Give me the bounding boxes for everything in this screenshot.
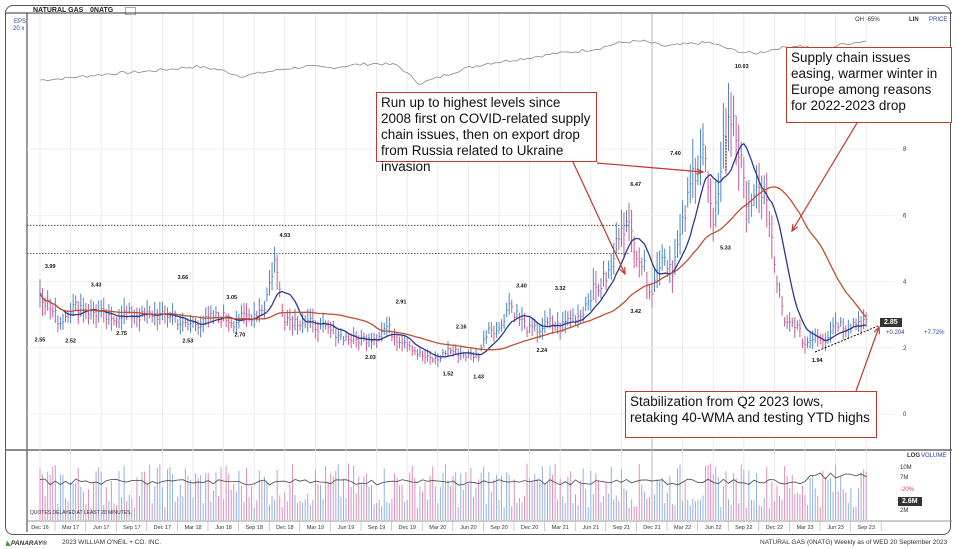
- price-extreme-label: 2.55: [35, 338, 46, 344]
- date-tick-label: Dec 17: [154, 525, 171, 531]
- annotation-arrow-russia-head: [696, 168, 705, 175]
- price-extreme-label: 2.75: [116, 331, 127, 337]
- price-extreme-label: 7.40: [670, 151, 681, 157]
- date-tick-label: Sep 23: [857, 525, 874, 531]
- scale-toggle[interactable]: LIN: [909, 17, 919, 23]
- price-extreme-label: 1.43: [473, 375, 484, 381]
- ma-40-week-line: [39, 186, 867, 351]
- price-extreme-label: 1.52: [443, 372, 454, 378]
- ma-10-week-line: [39, 142, 867, 358]
- volume-label: VOLUME: [921, 453, 947, 459]
- date-tick-label: Mar 17: [62, 525, 79, 531]
- trend-line: [814, 325, 879, 353]
- date-tick-label: Mar 22: [674, 525, 691, 531]
- date-tick-label: Mar 21: [552, 525, 569, 531]
- price-extreme-label: 3.40: [516, 283, 527, 289]
- eps-multiple: 20 x: [13, 26, 25, 32]
- price-extreme-label: 1.94: [812, 358, 824, 364]
- price-extreme-label: 5.33: [720, 246, 731, 252]
- annotation-arrow-stabilization-head: [873, 325, 880, 335]
- price-extreme-label: 3.66: [177, 275, 188, 281]
- date-tick-label: Mar 19: [307, 525, 324, 531]
- price-extreme-label: 2.53: [183, 338, 194, 344]
- date-tick-label: Dec 18: [276, 525, 293, 531]
- price-extreme-label: 2.24: [536, 348, 548, 354]
- flag-icon[interactable]: [125, 7, 136, 15]
- price-extreme-label: 2.91: [396, 300, 407, 306]
- price-extreme-label: 2.70: [235, 333, 246, 339]
- volume-average-line: [39, 472, 867, 486]
- date-tick-label: Sep 21: [613, 525, 630, 531]
- price-change: +0.204: [886, 330, 905, 336]
- date-tick-label: Dec 16: [31, 525, 48, 531]
- date-tick-label: Dec 19: [398, 525, 415, 531]
- panaray-logo: ◣PANARAY®: [6, 540, 47, 547]
- date-tick-label: Jun 21: [583, 525, 600, 531]
- annotation-arrow-covid-head: [619, 266, 626, 276]
- date-tick-label: Dec 22: [766, 525, 783, 531]
- price-extreme-label: 3.43: [91, 282, 102, 288]
- date-tick-label: Dec 21: [643, 525, 660, 531]
- eps-label: EPS: [14, 19, 27, 25]
- instrument-symbol: 0NATG: [90, 7, 114, 14]
- date-tick-label: Sep 18: [245, 525, 262, 531]
- annotation-arrow-covid: [572, 161, 626, 275]
- rs-label: OH -65%: [855, 17, 880, 23]
- annotation-arrow-drop: [791, 122, 858, 232]
- date-tick-label: Dec 20: [521, 525, 538, 531]
- price-extreme-label: 4.93: [279, 233, 290, 239]
- annotation-arrow-drop-head: [791, 223, 799, 233]
- last-price-tag: 2.85: [880, 318, 902, 327]
- price-tick-label: 2: [903, 346, 907, 352]
- price-tick-label: 8: [903, 147, 907, 153]
- annotation-arrow-russia: [596, 162, 704, 173]
- date-tick-label: Jun 23: [827, 525, 844, 531]
- chart-frame: [5, 5, 951, 535]
- date-tick-label: Jun 22: [705, 525, 722, 531]
- date-tick-label: Jun 17: [93, 525, 110, 531]
- date-tick-label: Mar 18: [184, 525, 201, 531]
- instrument-name: NATURAL GAS: [33, 7, 84, 14]
- date-tick-label: Sep 19: [368, 525, 385, 531]
- price-extreme-label: 3.32: [555, 286, 566, 292]
- date-tick-label: Mar 20: [429, 525, 446, 531]
- date-tick-label: Mar 23: [796, 525, 813, 531]
- price-extreme-label: 2.16: [456, 325, 467, 331]
- price-extreme-label: 6.47: [630, 182, 641, 188]
- date-tick-label: Sep 22: [735, 525, 752, 531]
- date-tick-label: Jun 20: [460, 525, 477, 531]
- quotes-delay-note: QUOTES DELAYED AT LEAST 20 MINUTES.: [30, 510, 132, 516]
- annotation-arrow-stabilization: [855, 326, 880, 392]
- volume-last-tag: 2.6M: [898, 497, 922, 506]
- date-tick-label: Jun 19: [338, 525, 355, 531]
- price-extreme-label: 3.99: [45, 264, 56, 270]
- price-mode[interactable]: PRICE: [929, 17, 948, 23]
- volume-tick-7m: 7M: [900, 475, 909, 481]
- price-extreme-label: 10.03: [735, 64, 749, 70]
- price-tick-label: 4: [903, 280, 907, 286]
- annotation-runup: Run up to highest levels since 2008 firs…: [376, 92, 597, 174]
- price-tick-label: 6: [903, 213, 907, 219]
- volume-tick-10m: 10M: [900, 465, 912, 471]
- as-of-date: NATURAL GAS (0NATG) Weekly as of WED 20 …: [760, 539, 948, 546]
- copyright: 2023 WILLIAM O'NEIL + CO. INC.: [62, 539, 162, 546]
- annotation-stabilization: Stabilization from Q2 2023 lows, retakin…: [625, 391, 877, 438]
- price-extreme-label: 3.42: [630, 309, 641, 315]
- price-tick-label: 0: [903, 412, 907, 418]
- volume-pct: -20%: [900, 487, 915, 493]
- price-extreme-label: 3.05: [226, 295, 237, 301]
- date-tick-label: Sep 17: [123, 525, 140, 531]
- volume-tick-2m: 2M: [900, 508, 909, 514]
- price-extreme-label: 2.52: [65, 339, 76, 345]
- relative-strength-line: [39, 39, 867, 85]
- date-tick-label: Sep 20: [490, 525, 507, 531]
- price-change-pct: +7.72%: [924, 330, 945, 336]
- price-extreme-label: 2.03: [365, 355, 376, 361]
- date-tick-label: Jun 18: [215, 525, 232, 531]
- volume-scale[interactable]: LOG: [907, 453, 920, 459]
- annotation-drop: Supply chain issues easing, warmer winte…: [786, 47, 952, 123]
